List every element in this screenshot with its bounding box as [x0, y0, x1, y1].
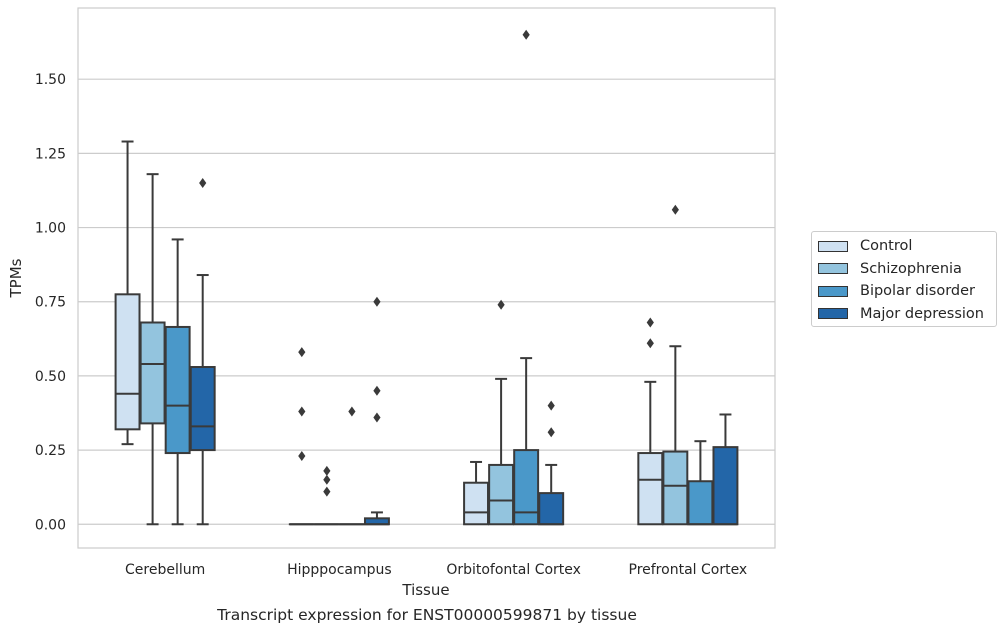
box-body — [463, 481, 490, 526]
chart-caption: Transcript expression for ENST0000059987… — [217, 606, 637, 624]
box-prefrontal-cortex-schizophrenia — [662, 204, 689, 526]
box-orbitofontal-cortex-bipolar-disorder — [513, 29, 540, 526]
outlier-point — [323, 474, 331, 485]
outlier-point — [199, 178, 207, 189]
legend-swatch-bipolar-disorder — [818, 285, 848, 297]
legend-label-schizophrenia: Schizophrenia — [860, 260, 962, 277]
y-axis-ticks: 0.00 0.25 0.50 0.75 1.00 1.25 1.50 — [35, 72, 66, 533]
x-tick-label: Cerebellum — [125, 562, 205, 578]
box-body — [712, 446, 739, 526]
box-body — [189, 366, 216, 452]
x-tick-label: Orbitofontal Cortex — [446, 562, 581, 578]
box-body — [538, 492, 565, 526]
y-tick-label: 1.00 — [35, 221, 66, 237]
box-cerebellum-major-depression — [189, 178, 216, 526]
x-axis-ticks: Cerebellum Hipppocampus Orbitofontal Corte… — [125, 562, 747, 578]
outlier-point — [547, 400, 555, 411]
outlier-point — [373, 385, 381, 396]
outlier-point — [497, 299, 505, 310]
legend-item-major-depression: Major depression — [818, 303, 996, 326]
box-body — [687, 480, 714, 526]
outlier-point — [671, 204, 679, 215]
box-cerebellum-bipolar-disorder — [164, 238, 191, 526]
box-body — [637, 452, 664, 526]
box-body — [513, 449, 540, 526]
outlier-point — [323, 486, 331, 497]
legend-label-bipolar-disorder: Bipolar disorder — [860, 283, 975, 300]
outlier-point — [323, 465, 331, 476]
x-tick-label: Hipppocampus — [287, 562, 392, 578]
box-series — [114, 29, 739, 526]
outlier-point — [298, 347, 306, 358]
box-body — [662, 450, 689, 526]
legend-item-schizophrenia: Schizophrenia — [818, 258, 996, 281]
legend-swatch-schizophrenia — [818, 263, 848, 275]
x-tick-label: Prefrontal Cortex — [629, 562, 748, 578]
box-prefrontal-cortex-control — [637, 317, 664, 526]
box-hipppocampus-major-depression — [363, 296, 390, 526]
y-tick-label: 0.50 — [35, 369, 66, 385]
outlier-point — [522, 29, 530, 40]
box-prefrontal-cortex-major-depression — [712, 413, 739, 526]
outlier-point — [646, 317, 654, 328]
legend-label-control: Control — [860, 238, 913, 255]
plot-frame — [77, 7, 776, 549]
y-tick-label: 0.75 — [35, 295, 66, 311]
y-tick-label: 1.50 — [35, 72, 66, 88]
legend-item-control: Control — [818, 235, 996, 258]
legend-swatch-control — [818, 240, 848, 252]
box-hipppocampus-control — [288, 347, 315, 526]
y-tick-label: 0.25 — [35, 443, 66, 459]
y-tick-label: 0.00 — [35, 517, 66, 533]
box-body — [164, 325, 191, 455]
box-hipppocampus-bipolar-disorder — [338, 406, 365, 526]
legend-label-major-depression: Major depression — [860, 305, 984, 322]
y-axis-label: TPMs — [7, 258, 25, 298]
outlier-point — [298, 406, 306, 417]
outlier-point — [646, 338, 654, 349]
outlier-point — [373, 296, 381, 307]
box-orbitofontal-cortex-control — [463, 460, 490, 526]
x-axis-label: Tissue — [401, 581, 449, 599]
box-body — [488, 463, 515, 526]
box-prefrontal-cortex-bipolar-disorder — [687, 440, 714, 526]
box-hipppocampus-schizophrenia — [313, 465, 340, 526]
box-body — [114, 293, 141, 431]
legend-item-bipolar-disorder: Bipolar disorder — [818, 280, 996, 303]
box-orbitofontal-cortex-major-depression — [538, 400, 565, 526]
y-tick-label: 1.25 — [35, 146, 66, 162]
box-cerebellum-schizophrenia — [139, 173, 166, 526]
box-cerebellum-control — [114, 140, 141, 446]
legend: Control Schizophrenia Bipolar disorder M… — [811, 231, 997, 327]
legend-swatch-major-depression — [818, 308, 848, 320]
outlier-point — [348, 406, 356, 417]
outlier-point — [373, 412, 381, 423]
box-body — [139, 321, 166, 425]
box-orbitofontal-cortex-schizophrenia — [488, 299, 515, 526]
outlier-point — [298, 451, 306, 462]
outlier-point — [547, 427, 555, 438]
